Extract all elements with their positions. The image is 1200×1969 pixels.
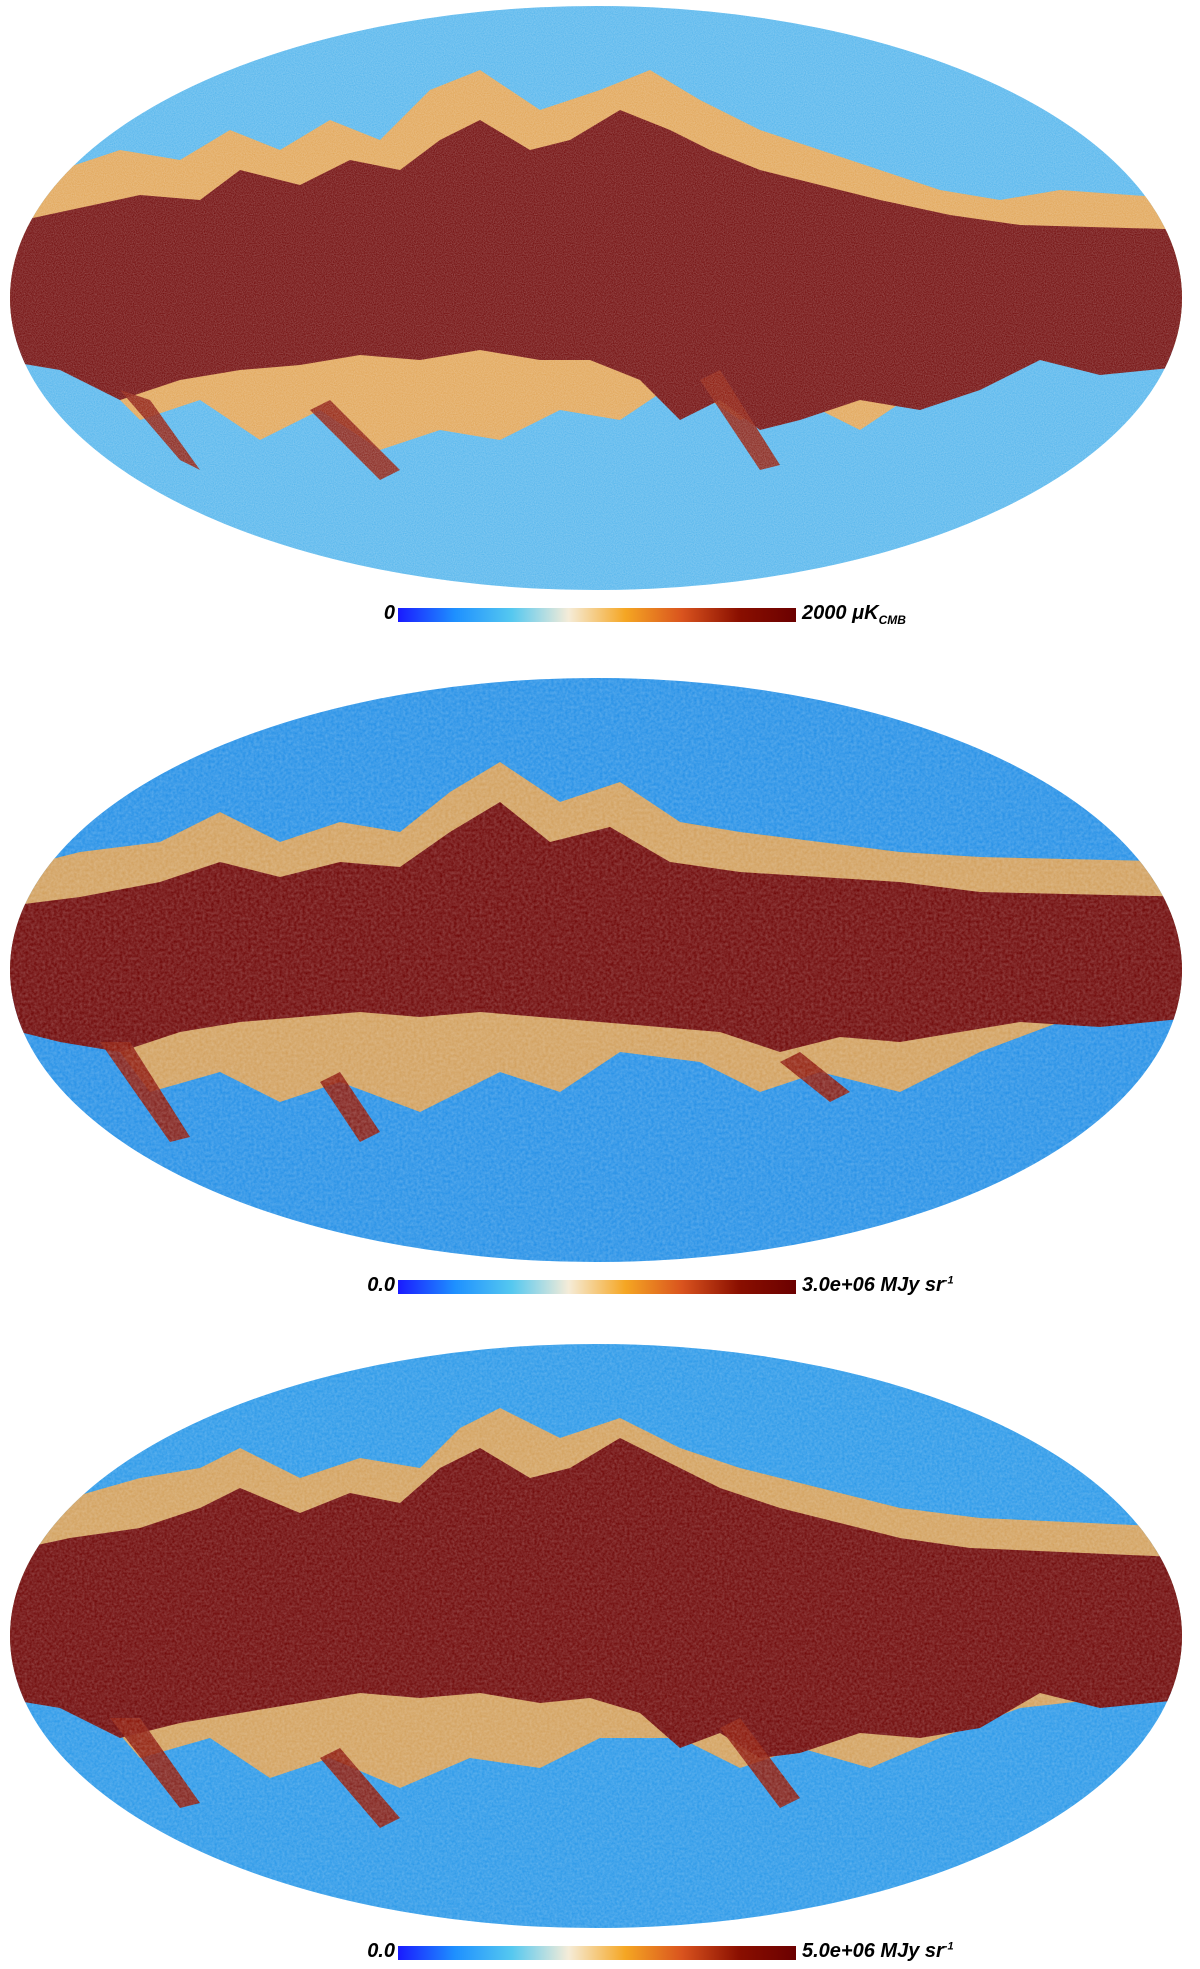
- colorbar-unit-sup: -1: [943, 1940, 954, 1953]
- mollweide-map-2: [10, 678, 1182, 1262]
- colorbar-unit: MJy sr: [880, 1940, 944, 1962]
- colorbar-min-label: 0.0: [367, 1274, 395, 1296]
- colorbar-max-label: 5.0e+06 MJy sr-1: [802, 1940, 954, 1963]
- colorbar-1: [398, 608, 796, 622]
- colorbar-max-value: 2000: [802, 602, 847, 624]
- colorbar-min-label: 0.0: [367, 1940, 395, 1962]
- mollweide-map-1: [10, 6, 1182, 590]
- map-panel-1: 0 2000 μKCMB: [0, 0, 1200, 640]
- colorbar-row-2: 0.0 3.0e+06 MJy sr-1: [0, 1272, 1200, 1302]
- colorbar-3: [398, 1946, 796, 1960]
- colorbar-row-3: 0.0 5.0e+06 MJy sr-1: [0, 1938, 1200, 1968]
- colorbar-max-value: 3.0e+06: [802, 1274, 875, 1296]
- colorbar-unit-sub: CMB: [878, 613, 906, 627]
- colorbar-unit-sup: -1: [943, 1274, 954, 1287]
- colorbar-unit: MJy sr: [880, 1274, 944, 1296]
- colorbar-max-label: 3.0e+06 MJy sr-1: [802, 1274, 954, 1297]
- mollweide-map-3: [10, 1344, 1182, 1928]
- colorbar-max-value: 5.0e+06: [802, 1940, 875, 1962]
- colorbar-2: [398, 1280, 796, 1294]
- map-panel-3: 0.0 5.0e+06 MJy sr-1: [0, 1338, 1200, 1969]
- colorbar-min-label: 0: [383, 602, 395, 624]
- colorbar-row-1: 0 2000 μKCMB: [0, 600, 1200, 630]
- colorbar-max-label: 2000 μKCMB: [802, 602, 906, 627]
- map-panel-2: 0.0 3.0e+06 MJy sr-1: [0, 672, 1200, 1312]
- colorbar-unit: μK: [852, 602, 879, 624]
